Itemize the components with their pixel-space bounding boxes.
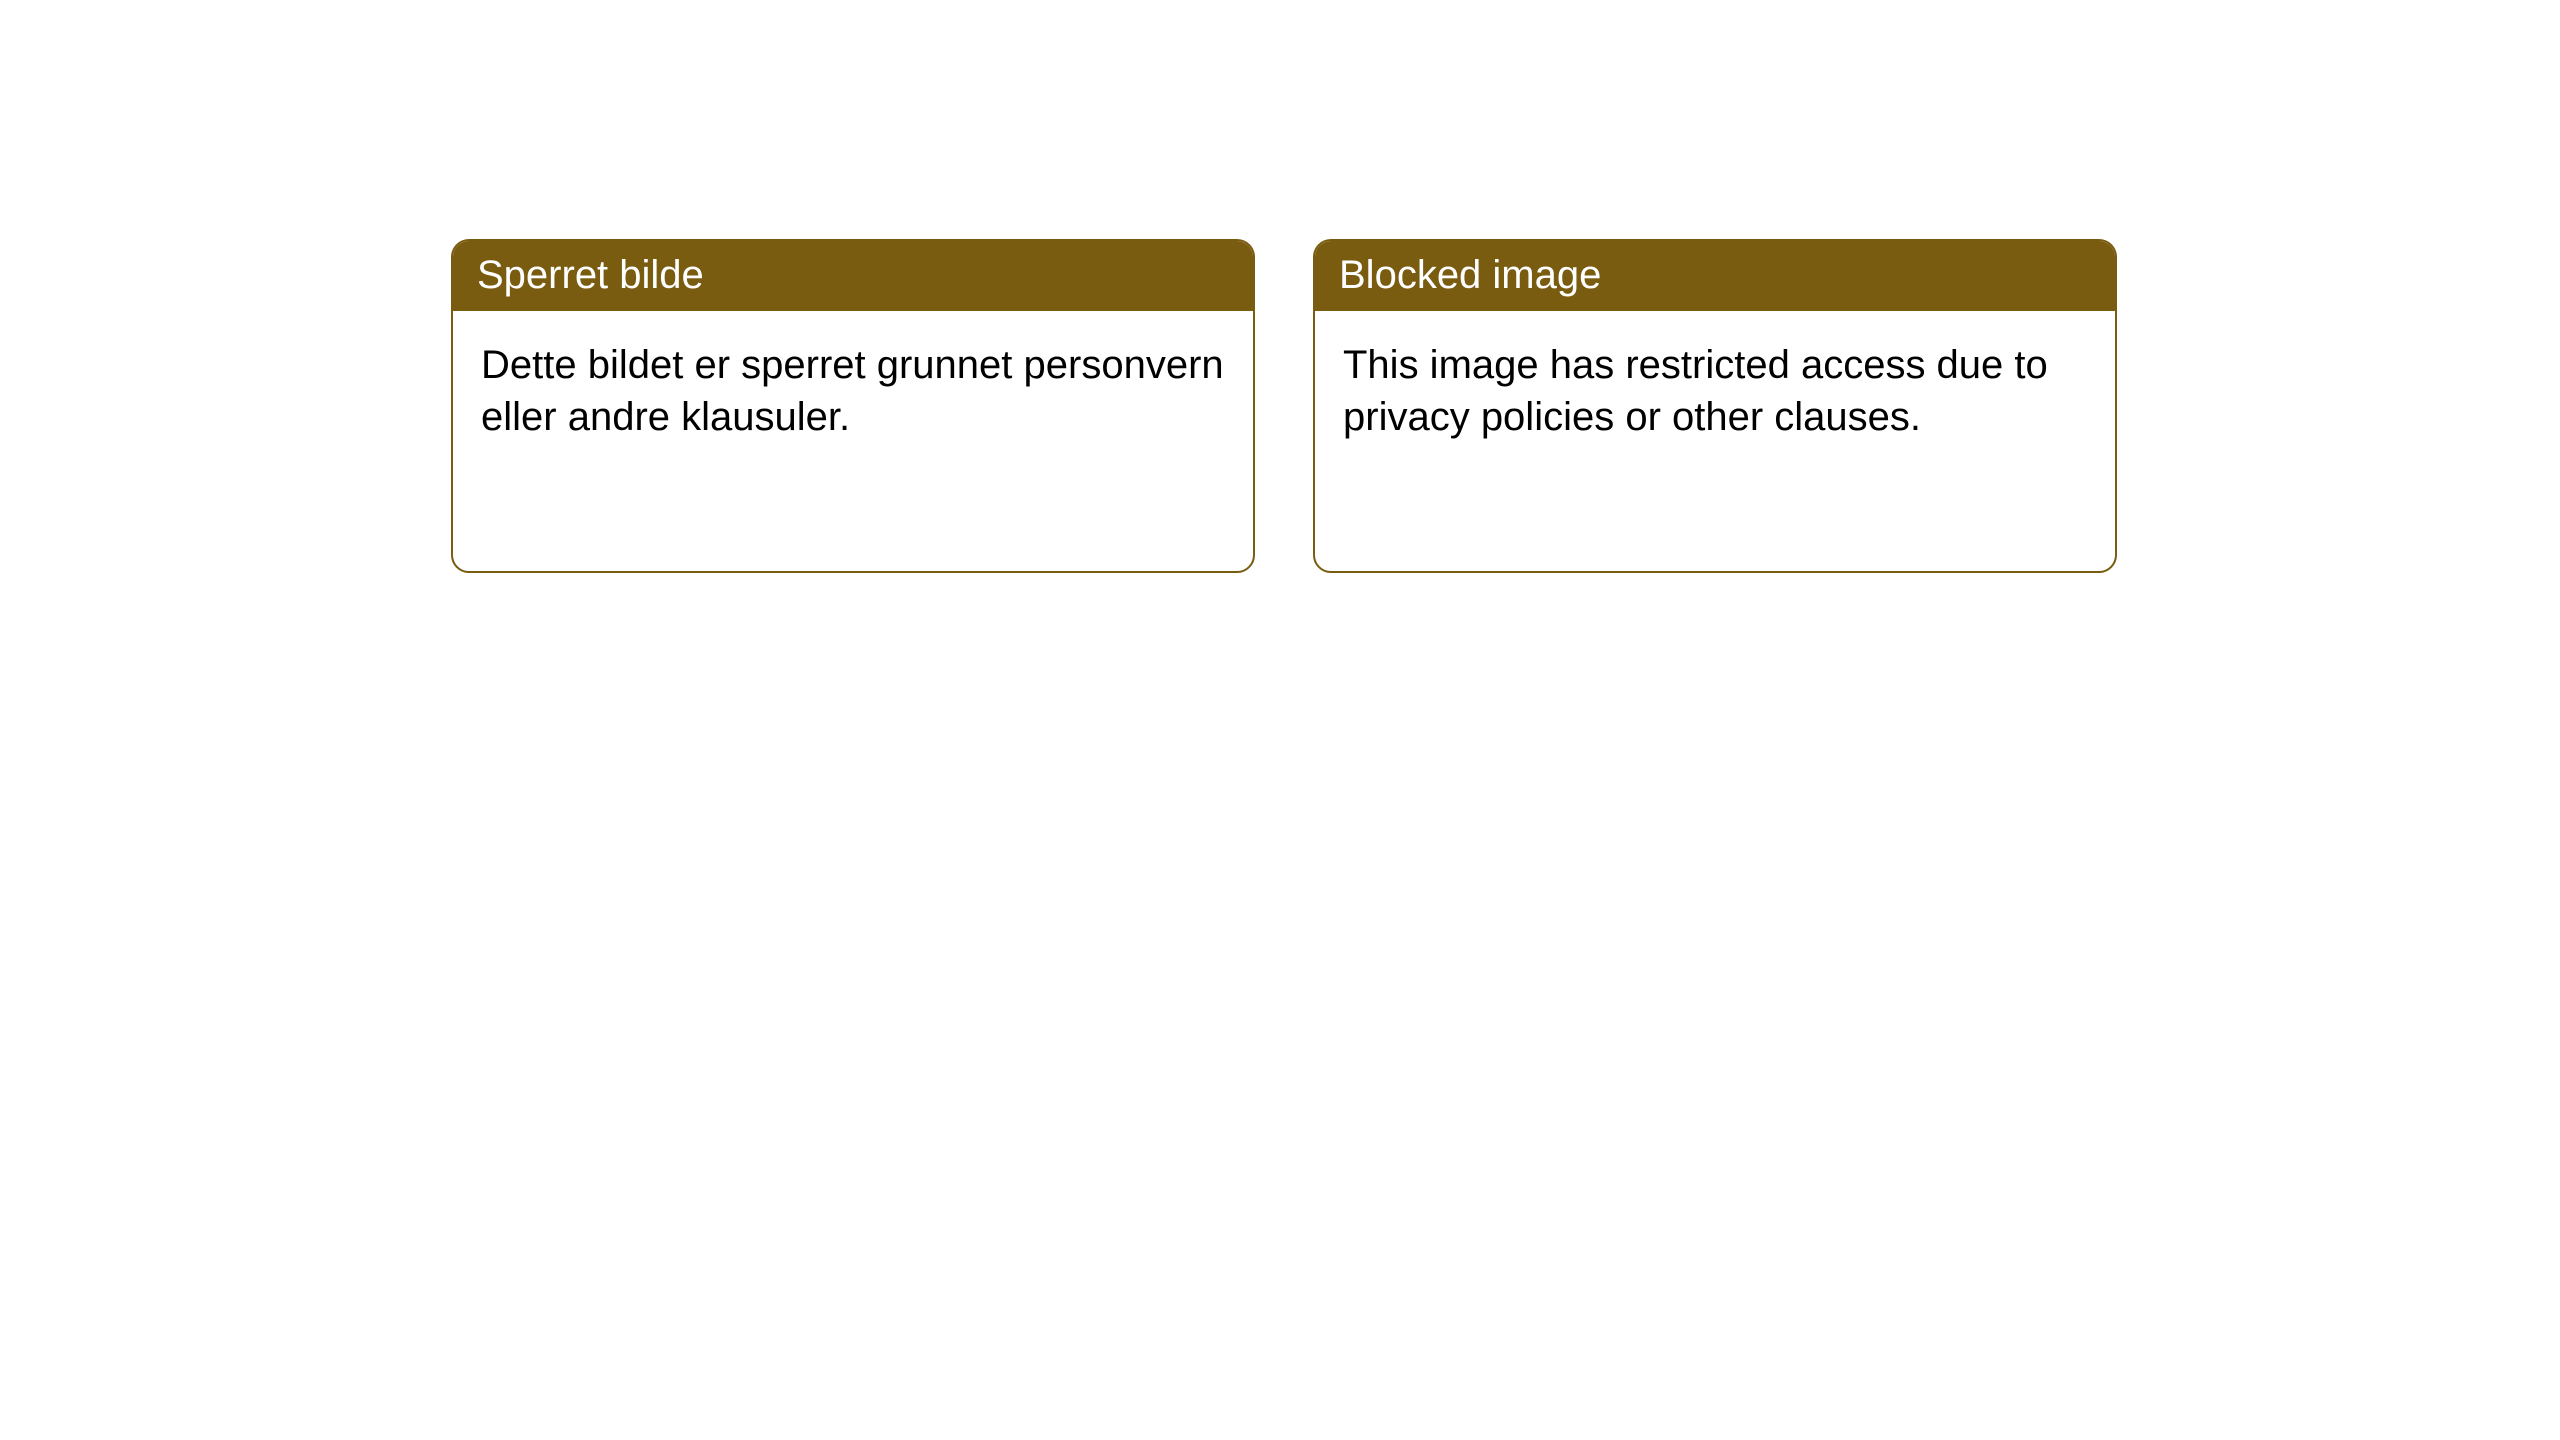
body-text: This image has restricted access due to … [1343,343,2048,439]
notice-card-norwegian: Sperret bilde Dette bildet er sperret gr… [451,239,1255,573]
notice-card-english: Blocked image This image has restricted … [1313,239,2117,573]
header-text: Blocked image [1339,253,1601,297]
card-body: This image has restricted access due to … [1315,311,2115,471]
card-header: Blocked image [1315,241,2115,311]
notice-container: Sperret bilde Dette bildet er sperret gr… [451,239,2117,573]
card-header: Sperret bilde [453,241,1253,311]
body-text: Dette bildet er sperret grunnet personve… [481,343,1224,439]
card-body: Dette bildet er sperret grunnet personve… [453,311,1253,471]
header-text: Sperret bilde [477,253,704,297]
